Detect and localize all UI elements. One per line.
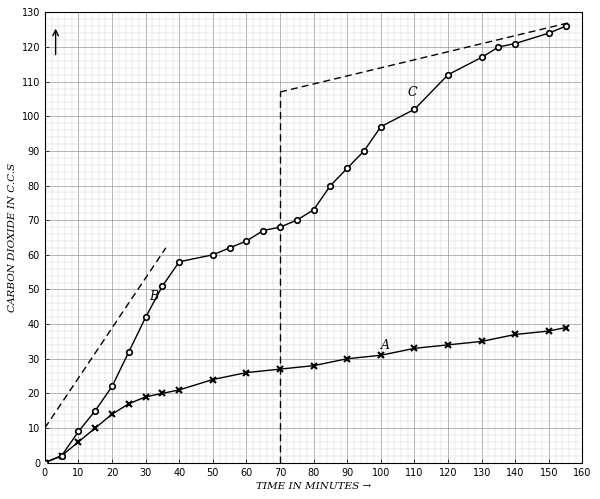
Text: A: A (381, 339, 390, 352)
Text: C: C (408, 86, 418, 99)
X-axis label: TIME IN MINUTES →: TIME IN MINUTES → (256, 482, 371, 491)
Y-axis label: CARBON DIOXIDE IN C.C.S: CARBON DIOXIDE IN C.C.S (8, 163, 17, 312)
Text: B: B (149, 290, 158, 303)
